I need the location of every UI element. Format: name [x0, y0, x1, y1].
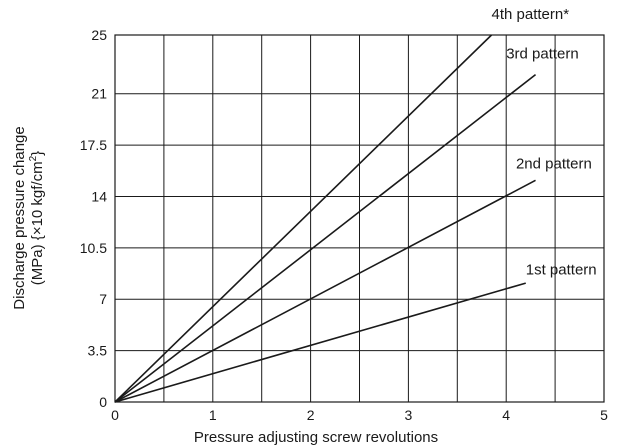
y-tick-label: 7 [99, 291, 107, 307]
series-label: 2nd pattern [516, 156, 592, 173]
y-axis-title-end: } [29, 151, 46, 156]
x-tick-label: 4 [502, 407, 510, 423]
series-line [114, 179, 536, 403]
y-tick-label: 0 [99, 394, 107, 410]
x-tick-label: 0 [111, 407, 119, 423]
y-tick-label: 17.5 [80, 137, 107, 153]
series-label: 1st pattern [526, 261, 597, 278]
x-tick-label: 1 [209, 407, 217, 423]
y-axis-title-line1: Discharge pressure change [11, 126, 28, 309]
x-axis-title: Pressure adjusting screw revolutions [194, 429, 438, 446]
y-tick-label: 10.5 [80, 240, 107, 256]
series-labels: 1st pattern 2nd pattern 3rd pattern 4th pat… [492, 6, 597, 278]
series-line [114, 34, 493, 403]
x-tick-label: 5 [600, 407, 608, 423]
x-tick-label: 2 [307, 407, 315, 423]
series-label: 4th pattern* [492, 6, 570, 23]
y-axis-title-sup: 2 [28, 155, 39, 161]
series-label: 3rd pattern [506, 45, 579, 62]
tick-labels: 0 1 2 3 4 5 0 3.5 7 10.5 14 17.5 21 25 [80, 27, 608, 423]
plot-frame [114, 34, 605, 403]
series-line [114, 74, 537, 403]
y-tick-label: 21 [91, 86, 107, 102]
grid-lines [114, 34, 605, 403]
y-axis-title-unit: (MPa) {×10 kgf/cm [29, 161, 46, 285]
y-tick-label: 14 [91, 188, 107, 204]
y-tick-label: 3.5 [88, 343, 108, 359]
y-axis-title-line2: (MPa) {×10 kgf/cm2} [28, 151, 46, 285]
y-axis-title: Discharge pressure change (MPa) {×10 kgf… [11, 126, 46, 309]
series-line [114, 282, 526, 403]
series-lines [114, 34, 537, 403]
y-tick-label: 25 [91, 27, 107, 43]
x-tick-label: 3 [405, 407, 413, 423]
